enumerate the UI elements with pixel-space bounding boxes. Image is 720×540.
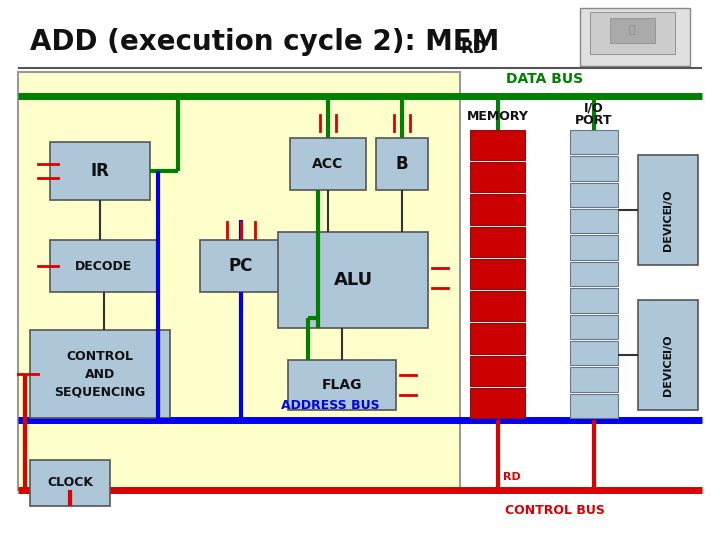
Bar — [638, 300, 698, 410]
Text: DEVICE: DEVICE — [663, 350, 673, 396]
Bar — [470, 323, 525, 354]
Text: ⬛: ⬛ — [629, 25, 635, 35]
Bar — [590, 12, 675, 54]
Bar — [570, 394, 618, 418]
Text: RD: RD — [503, 472, 521, 482]
Bar — [570, 367, 618, 392]
Bar — [200, 240, 282, 292]
Bar — [570, 209, 618, 233]
Text: AND: AND — [85, 368, 115, 381]
Bar — [288, 360, 396, 410]
Bar — [570, 157, 618, 181]
Bar — [570, 262, 618, 286]
Text: PORT: PORT — [575, 113, 613, 126]
Bar — [18, 72, 460, 490]
Text: ACC: ACC — [312, 157, 343, 171]
Bar — [470, 388, 525, 418]
Text: CONTROL: CONTROL — [66, 349, 133, 362]
Bar — [570, 130, 618, 154]
Bar — [570, 288, 618, 313]
Bar — [376, 138, 428, 190]
Text: IR: IR — [91, 162, 109, 180]
Bar — [580, 8, 690, 66]
Bar — [278, 232, 428, 328]
Text: SEQUENCING: SEQUENCING — [55, 386, 145, 399]
Bar — [50, 240, 158, 292]
Text: ADDRESS BUS: ADDRESS BUS — [281, 399, 379, 412]
Bar — [30, 460, 110, 506]
Text: I/O: I/O — [584, 102, 604, 114]
Text: DECODE: DECODE — [76, 260, 132, 273]
Text: CONTROL BUS: CONTROL BUS — [505, 504, 605, 517]
Bar — [470, 355, 525, 386]
Text: I/O: I/O — [663, 334, 673, 352]
Text: DATA BUS: DATA BUS — [506, 72, 584, 86]
Bar — [470, 291, 525, 321]
Bar — [470, 227, 525, 257]
Bar — [290, 138, 366, 190]
Text: ALU: ALU — [333, 271, 372, 289]
Bar — [570, 314, 618, 339]
Text: DEVICE: DEVICE — [663, 205, 673, 251]
Bar — [470, 259, 525, 289]
Bar — [30, 330, 170, 418]
Bar — [570, 183, 618, 207]
Text: CLOCK: CLOCK — [47, 476, 93, 489]
Text: RD: RD — [460, 39, 487, 57]
Bar — [470, 194, 525, 225]
Text: PC: PC — [229, 257, 253, 275]
Bar — [470, 130, 525, 160]
Bar — [470, 162, 525, 192]
Bar — [570, 235, 618, 260]
Text: MEMORY: MEMORY — [467, 110, 528, 123]
Text: B: B — [396, 155, 408, 173]
Bar — [570, 341, 618, 365]
Bar — [50, 142, 150, 200]
Text: FLAG: FLAG — [322, 378, 362, 392]
Text: ADD (execution cycle 2): MEM: ADD (execution cycle 2): MEM — [30, 28, 500, 56]
Bar — [610, 18, 655, 43]
Bar — [638, 155, 698, 265]
Text: I/O: I/O — [663, 189, 673, 207]
